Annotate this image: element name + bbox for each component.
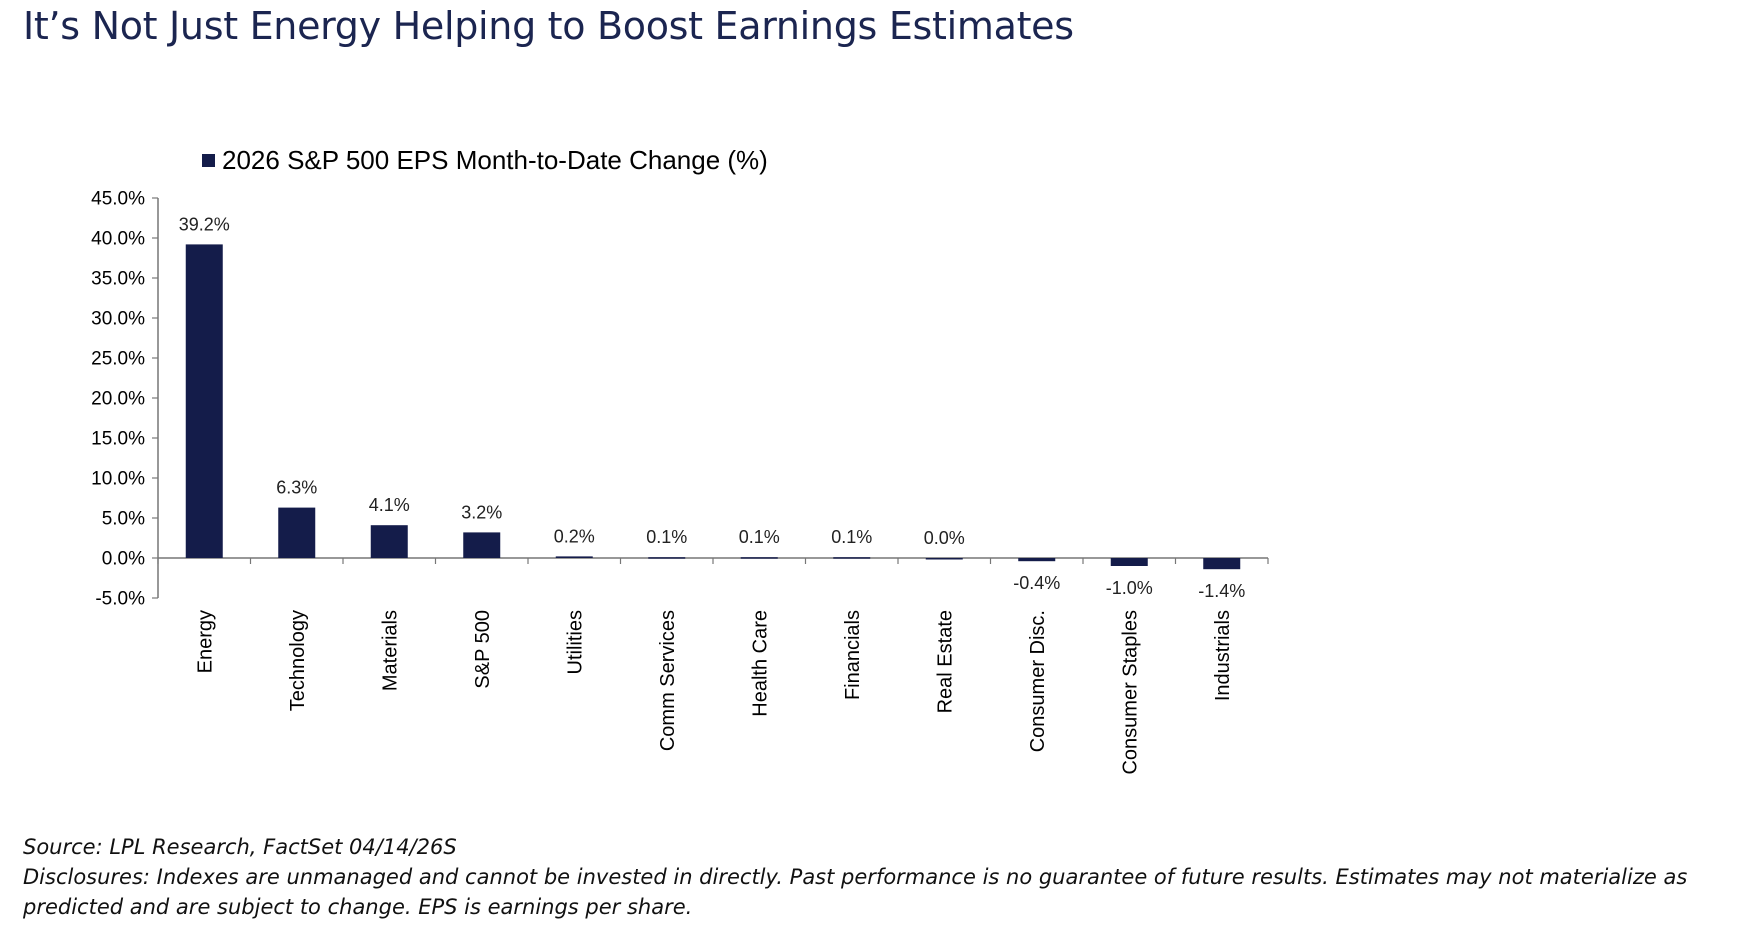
bar bbox=[278, 507, 316, 558]
data-labels: 39.2% 6.3% 4.1% 3.2% 0.2% 0.1% 0.1% 0.1% 0.0% -0.… bbox=[179, 214, 1246, 601]
data-label: 0.1% bbox=[739, 527, 780, 547]
category-label: Comm Services bbox=[657, 610, 679, 751]
bar bbox=[555, 556, 593, 558]
disclosure-line-1: Disclosures: Indexes are unmanaged and c… bbox=[23, 865, 1688, 889]
y-tick-label: 45.0% bbox=[91, 189, 145, 210]
data-label: 4.1% bbox=[369, 495, 410, 515]
data-label: -1.0% bbox=[1106, 578, 1153, 598]
bar bbox=[833, 557, 871, 559]
footer: Source: LPL Research, FactSet 04/14/26S … bbox=[23, 832, 1723, 922]
category-label: Real Estate bbox=[934, 610, 956, 713]
data-label: -0.4% bbox=[1013, 573, 1060, 593]
y-tick-label: 40.0% bbox=[91, 229, 145, 250]
data-label: 39.2% bbox=[179, 214, 230, 234]
bar-series bbox=[185, 244, 1241, 570]
bar bbox=[463, 532, 501, 558]
bar bbox=[1018, 558, 1056, 562]
category-label: Consumer Disc. bbox=[1027, 610, 1049, 752]
y-tick-label: 30.0% bbox=[91, 309, 145, 330]
bar bbox=[1110, 558, 1148, 566]
category-label: Financials bbox=[842, 610, 864, 700]
data-label: 0.0% bbox=[924, 528, 965, 548]
y-axis-ticks: 45.0% 40.0% 35.0% 30.0% 25.0% 20.0% 15.0% 10.0%… bbox=[91, 189, 158, 610]
chart-axes bbox=[157, 198, 1269, 598]
bar bbox=[648, 557, 686, 559]
bar bbox=[370, 525, 408, 558]
category-label: Technology bbox=[287, 610, 309, 711]
bar bbox=[925, 558, 963, 560]
category-label: Materials bbox=[379, 610, 401, 691]
category-label: Utilities bbox=[564, 610, 586, 674]
bar bbox=[185, 244, 223, 558]
category-label: Health Care bbox=[749, 610, 771, 717]
disclosure-line-2: predicted and are subject to change. EPS… bbox=[23, 895, 693, 919]
y-tick-label: 35.0% bbox=[91, 269, 145, 290]
y-tick-label: 5.0% bbox=[102, 509, 145, 530]
category-label: Energy bbox=[194, 610, 216, 673]
category-label: S&P 500 bbox=[472, 610, 494, 689]
data-label: -1.4% bbox=[1198, 581, 1245, 601]
y-tick-label: -5.0% bbox=[95, 589, 145, 610]
y-tick-label: 15.0% bbox=[91, 429, 145, 450]
data-label: 3.2% bbox=[461, 502, 502, 522]
category-label: Industrials bbox=[1212, 610, 1234, 701]
source-note: Source: LPL Research, FactSet 04/14/26S bbox=[23, 835, 457, 859]
y-tick-label: 0.0% bbox=[102, 549, 145, 570]
y-tick-label: 25.0% bbox=[91, 349, 145, 370]
bar-chart: 2026 S&P 500 EPS Month-to-Date Change (%… bbox=[91, 145, 1269, 775]
y-tick-label: 10.0% bbox=[91, 469, 145, 490]
data-label: 6.3% bbox=[276, 478, 317, 498]
bar bbox=[1203, 558, 1241, 570]
category-labels: Energy Technology Materials S&P 500 Utilitie… bbox=[194, 610, 1234, 775]
page-title: It’s Not Just Energy Helping to Boost Ea… bbox=[23, 4, 1074, 48]
data-label: 0.2% bbox=[554, 526, 595, 546]
category-label: Consumer Staples bbox=[1119, 610, 1141, 775]
legend-label: 2026 S&P 500 EPS Month-to-Date Change (%… bbox=[222, 145, 768, 175]
legend-swatch bbox=[202, 154, 215, 167]
bar bbox=[740, 557, 778, 559]
data-label: 0.1% bbox=[646, 527, 687, 547]
chart-legend: 2026 S&P 500 EPS Month-to-Date Change (%… bbox=[202, 145, 768, 175]
y-tick-label: 20.0% bbox=[91, 389, 145, 410]
data-label: 0.1% bbox=[831, 527, 872, 547]
